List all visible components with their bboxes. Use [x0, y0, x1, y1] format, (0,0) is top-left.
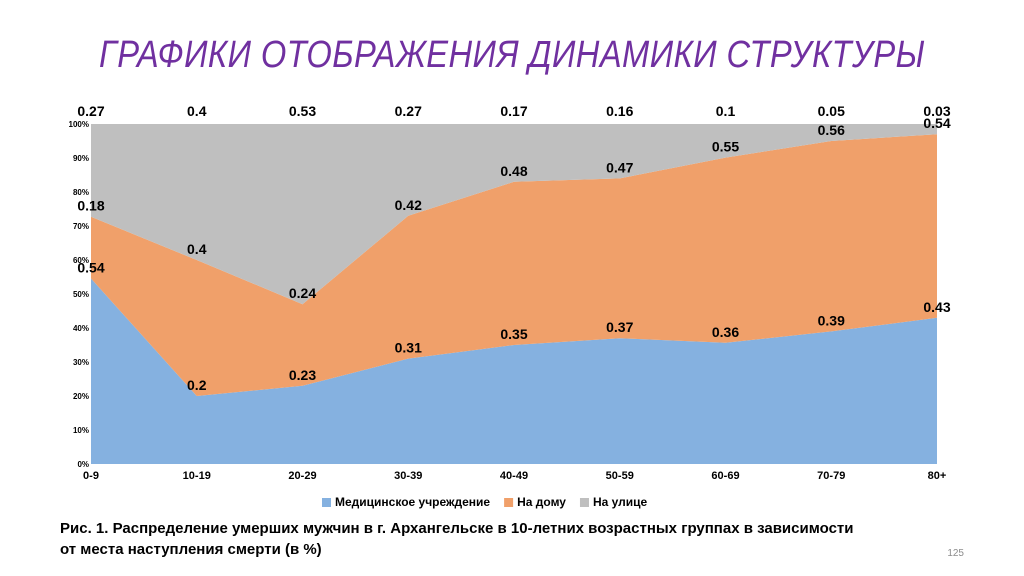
- x-axis-ticks: 0-9 10-19 20-29 30-39 40-49 50-59 60-69 70-79 80…: [83, 470, 946, 482]
- data-label-series-3: 0.4: [187, 103, 207, 119]
- area-series-3: [91, 124, 937, 305]
- y-axis-ticks: 0% 10% 20% 30% 40% 50% 60% 70% 80% 90% 100%: [69, 120, 89, 469]
- x-tick-label: 10-19: [183, 470, 211, 482]
- data-label-series-2: 0.4: [187, 241, 207, 257]
- caption-line-2: от места наступления смерти (в %): [60, 541, 322, 558]
- x-tick-label: 40-49: [500, 470, 528, 482]
- legend-label: На улице: [593, 495, 648, 509]
- x-tick-label: 80+: [928, 470, 947, 482]
- y-tick-label: 50%: [73, 290, 89, 299]
- data-label-series-1: 0.2: [187, 377, 207, 393]
- data-label-series-1: 0.54: [77, 260, 104, 276]
- data-label-series-3: 0.16: [606, 103, 633, 119]
- chart-legend: Медицинское учреждение На дому На улице: [322, 495, 648, 509]
- x-tick-label: 50-59: [606, 470, 634, 482]
- data-label-series-1: 0.36: [712, 324, 739, 340]
- x-tick-label: 60-69: [711, 470, 739, 482]
- y-tick-label: 80%: [73, 188, 89, 197]
- caption-line-1: Рис. 1. Распределение умерших мужчин в г…: [60, 520, 854, 537]
- y-tick-label: 0%: [77, 460, 89, 469]
- legend-swatch: [322, 498, 331, 507]
- data-label-series-3: 0.27: [77, 103, 104, 119]
- x-tick-label: 70-79: [817, 470, 845, 482]
- data-label-series-2: 0.55: [712, 139, 739, 155]
- data-label-series-3: 0.1: [716, 103, 736, 119]
- data-label-series-1: 0.39: [818, 312, 845, 328]
- area-series-1: [91, 278, 937, 464]
- page-number: 125: [947, 548, 964, 559]
- data-labels: 0.54 0.2 0.23 0.31 0.35 0.37 0.36 0.39 0.43 0.18 0…: [77, 103, 950, 393]
- data-label-series-1: 0.37: [606, 319, 633, 335]
- data-label-series-2: 0.54: [923, 115, 950, 131]
- data-label-series-3: 0.27: [395, 103, 422, 119]
- y-tick-label: 60%: [73, 256, 89, 265]
- data-label-series-1: 0.35: [500, 326, 527, 342]
- data-label-series-2: 0.47: [606, 159, 633, 175]
- y-tick-label: 40%: [73, 324, 89, 333]
- figure-caption: Рис. 1. Распределение умерших мужчин в г…: [60, 518, 960, 560]
- data-label-series-1: 0.23: [289, 367, 316, 383]
- stacked-area-chart: 0% 10% 20% 30% 40% 50% 60% 70% 80% 90% 100% 0-9 10-…: [69, 103, 951, 509]
- x-tick-label: 20-29: [288, 470, 316, 482]
- data-label-series-2: 0.56: [818, 122, 845, 138]
- y-tick-label: 70%: [73, 222, 89, 231]
- area-series-2: [91, 134, 937, 396]
- x-tick-label: 0-9: [83, 470, 99, 482]
- legend-label: На дому: [517, 495, 566, 509]
- data-label-series-3: 0.03: [923, 103, 950, 119]
- data-label-series-2: 0.48: [500, 163, 527, 179]
- y-tick-label: 10%: [73, 426, 89, 435]
- x-tick-label: 30-39: [394, 470, 422, 482]
- y-tick-label: 20%: [73, 392, 89, 401]
- y-tick-label: 100%: [69, 120, 89, 129]
- y-tick-label: 90%: [73, 154, 89, 163]
- slide-title: ГРАФИКИ ОТОБРАЖЕНИЯ ДИНАМИКИ СТРУКТУРЫ: [99, 34, 925, 76]
- y-tick-label: 30%: [73, 358, 89, 367]
- data-label-series-1: 0.43: [923, 299, 950, 315]
- data-label-series-2: 0.18: [77, 198, 104, 214]
- chart-areas: [91, 124, 937, 464]
- legend-swatch: [504, 498, 514, 507]
- data-label-series-3: 0.53: [289, 103, 316, 119]
- data-label-series-1: 0.31: [395, 340, 422, 356]
- legend-label: Медицинское учреждение: [335, 495, 490, 509]
- legend-swatch: [579, 498, 589, 507]
- data-label-series-3: 0.17: [500, 103, 527, 119]
- data-label-series-2: 0.42: [395, 197, 422, 213]
- data-label-series-2: 0.24: [289, 285, 316, 301]
- data-label-series-3: 0.05: [818, 103, 845, 119]
